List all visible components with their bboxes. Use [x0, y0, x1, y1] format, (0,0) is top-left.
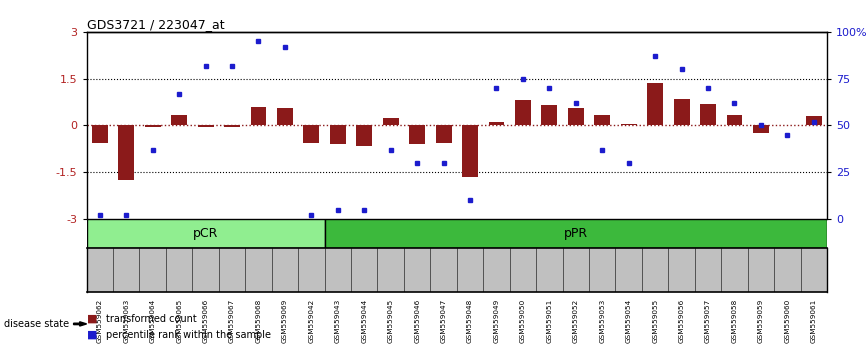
Bar: [303, 125, 320, 143]
Bar: [568, 108, 584, 125]
Bar: [806, 116, 822, 125]
Bar: [410, 125, 425, 144]
Bar: [325, 219, 827, 248]
Bar: [727, 114, 742, 125]
Bar: [224, 125, 240, 127]
Bar: [674, 99, 689, 125]
Bar: [647, 83, 663, 125]
Text: transformed count: transformed count: [106, 314, 197, 324]
Text: GDS3721 / 223047_at: GDS3721 / 223047_at: [87, 18, 224, 31]
Bar: [436, 125, 451, 143]
Bar: [330, 125, 346, 144]
Bar: [700, 104, 716, 125]
Bar: [753, 125, 769, 133]
Bar: [594, 114, 611, 125]
Bar: [515, 101, 531, 125]
Bar: [87, 219, 325, 248]
Bar: [541, 105, 558, 125]
Bar: [277, 108, 293, 125]
Bar: [383, 118, 398, 125]
Bar: [356, 125, 372, 146]
Bar: [462, 125, 478, 177]
Bar: [197, 125, 214, 127]
Bar: [119, 125, 134, 180]
Bar: [250, 107, 267, 125]
Bar: [145, 125, 161, 127]
Text: disease state: disease state: [4, 319, 69, 329]
Text: ■: ■: [87, 330, 97, 339]
Text: ■: ■: [87, 314, 97, 324]
Bar: [488, 122, 504, 125]
Text: pPR: pPR: [564, 227, 588, 240]
Bar: [171, 114, 187, 125]
Bar: [621, 124, 637, 125]
Text: percentile rank within the sample: percentile rank within the sample: [106, 330, 271, 339]
Bar: [92, 125, 107, 143]
Text: pCR: pCR: [193, 227, 218, 240]
